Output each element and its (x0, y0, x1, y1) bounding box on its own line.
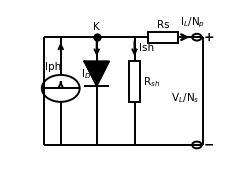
Text: −: − (203, 138, 214, 152)
Bar (129, 61, 140, 102)
Text: I$_L$/N$_p$: I$_L$/N$_p$ (180, 16, 205, 30)
Text: R$_{sh}$: R$_{sh}$ (143, 75, 160, 89)
Text: +: + (203, 31, 214, 44)
Bar (148, 32, 178, 43)
Text: V$_L$/N$_s$: V$_L$/N$_s$ (171, 91, 200, 105)
Text: K: K (93, 22, 100, 32)
Text: I$_D$: I$_D$ (81, 67, 91, 81)
Text: Iph: Iph (45, 62, 61, 72)
Polygon shape (84, 61, 109, 86)
Text: Ish: Ish (139, 43, 154, 53)
Text: Rs: Rs (157, 20, 169, 30)
